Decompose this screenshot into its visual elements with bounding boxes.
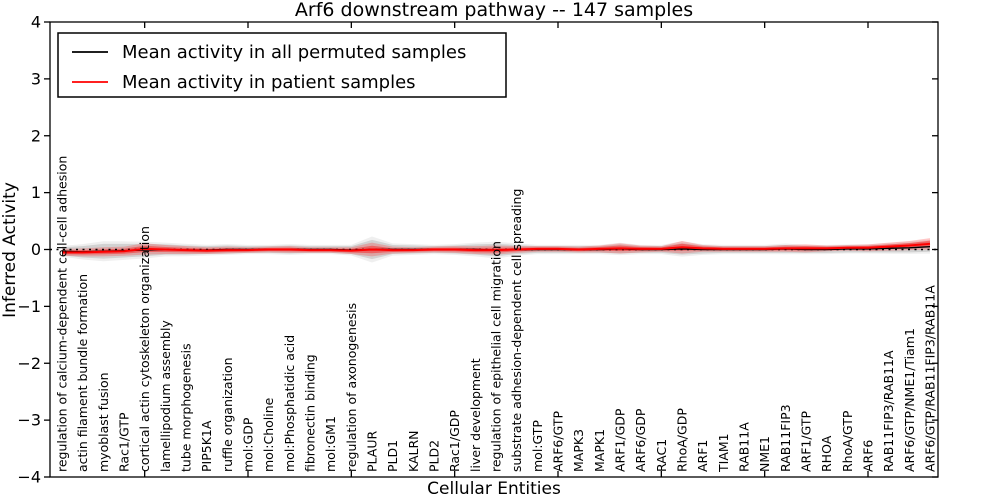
x-tick-label: MAPK3 [571, 429, 586, 472]
x-tick-label: Rac1/GDP [447, 410, 462, 472]
x-tick-label: ARF6/GTP [551, 411, 566, 472]
legend-label-permuted: Mean activity in all permuted samples [122, 42, 466, 63]
plot-area: regulation of calcium-dependent cell-cel… [17, 13, 939, 487]
y-tick-label: −1 [17, 297, 41, 316]
chart-title: Arf6 downstream pathway -- 147 samples [295, 0, 693, 21]
y-tick-label: 3 [31, 69, 41, 88]
y-tick-label: −3 [17, 411, 41, 430]
legend-label-patient: Mean activity in patient samples [122, 72, 416, 93]
x-tick-label: fibronectin binding [303, 354, 318, 472]
x-tick-label: NME1 [757, 436, 772, 472]
band-patient-std [62, 238, 930, 257]
x-tick-label: PLD1 [385, 440, 400, 472]
y-tick-label: −4 [17, 468, 41, 487]
x-tick-label: TIAM1 [716, 433, 731, 473]
x-tick-label: ARF6/GDP [633, 408, 648, 472]
legend-box [57, 32, 507, 98]
band-patient-std-core [62, 240, 930, 255]
x-tick-label: lamellipodium assembly [158, 320, 173, 472]
legend: Mean activity in all permuted samples Me… [57, 32, 507, 98]
x-tick-label: RHOA [819, 435, 834, 472]
x-tick-label: KALRN [406, 430, 421, 472]
x-tick-label: PLAUR [365, 431, 380, 472]
y-tick-label: 4 [31, 13, 41, 32]
x-tick-label: RhoA/GDP [675, 408, 690, 472]
plot-frame [49, 21, 939, 478]
x-tick-label: regulation of axonogenesis [344, 303, 359, 472]
x-tick-label: RAC1 [654, 439, 669, 472]
x-tick-label: tube morphogenesis [179, 343, 194, 472]
x-tick-label: ARF6/GTP/RAB11FIP3/RAB11A [923, 285, 938, 472]
y-tick-label: −2 [17, 354, 41, 373]
x-tick-label: substrate adhesion-dependent cell spread… [509, 189, 524, 472]
x-tick-label: mol:GDP [241, 417, 256, 472]
x-tick-label: ruffle organization [220, 357, 235, 472]
x-tick-label: RAB11A [737, 422, 752, 472]
x-tick-label: regulation of epithelial cell migration [489, 241, 504, 472]
x-tick-label: MAPK1 [592, 429, 607, 472]
x-tick-label: RAB11FIP3 [778, 404, 793, 472]
x-tick-label: cortical actin cytoskeleton organization [137, 226, 152, 472]
x-tick-label: actin filament bundle formation [75, 274, 90, 472]
x-tick-label: mol:GM1 [323, 416, 338, 472]
x-tick-label: RhoA/GTP [840, 410, 855, 472]
x-tick-label: myoblast fusion [96, 372, 111, 472]
x-tick-label: PIP5K1A [199, 420, 214, 472]
x-tick-label: regulation of calcium-dependent cell-cel… [55, 156, 70, 472]
x-tick-label: liver development [468, 358, 483, 472]
x-axis-label: Cellular Entities [427, 479, 561, 499]
y-tick-label: 1 [31, 183, 41, 202]
x-tick-label: PLD2 [427, 440, 442, 472]
x-tick-label: ARF1/GTP [799, 411, 814, 472]
line-patient-mean [62, 242, 931, 254]
x-tick-label: mol:GTP [530, 420, 545, 472]
x-tick-label: mol:Phosphatidic acid [282, 335, 297, 472]
x-tick-label: RAB11FIP3/RAB11A [881, 350, 896, 472]
x-tick-label: mol:Choline [261, 397, 276, 472]
x-tick-label: ARF1/GDP [613, 408, 628, 472]
x-tick-label: ARF6/GTP/NME1/Tiam1 [902, 328, 917, 472]
y-tick-label: 0 [31, 240, 41, 259]
y-axis-label: Inferred Activity [0, 182, 20, 318]
y-tick-label: 2 [31, 126, 41, 145]
x-tick-label: ARF6 [861, 440, 876, 472]
x-tick-label: Rac1/GTP [117, 412, 132, 472]
x-tick-label: ARF1 [695, 440, 710, 472]
